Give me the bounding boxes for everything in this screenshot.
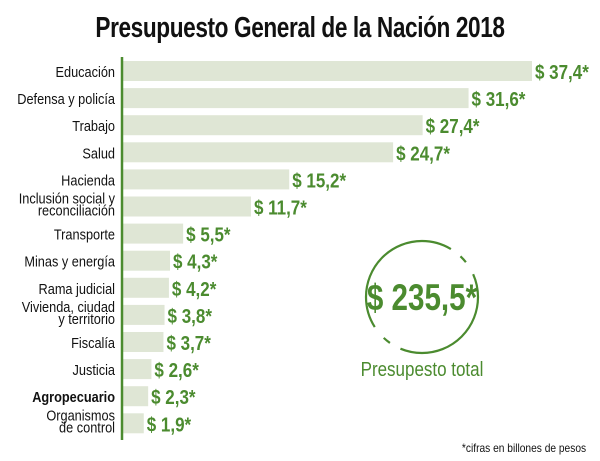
bar (123, 61, 532, 81)
value-label: $ 5,5* (186, 223, 231, 246)
value-label: $ 24,7* (396, 142, 451, 165)
chart-title: Presupuesto General de la Nación 2018 (95, 12, 505, 44)
value-label: $ 37,4* (535, 61, 590, 84)
bar (123, 277, 169, 298)
bar (123, 223, 184, 244)
value-label: $ 3,8* (168, 305, 213, 328)
category-label: Defensa y policía (17, 90, 115, 107)
bar (123, 413, 144, 434)
bar (123, 386, 149, 407)
category-label: Organismos de control (46, 406, 115, 435)
category-label: Agropecuario (32, 388, 115, 405)
value-label: $ 4,3* (173, 250, 218, 273)
value-label: $ 3,7* (166, 332, 211, 355)
bar (123, 359, 152, 380)
category-label: Salud (82, 144, 115, 161)
bar (123, 332, 164, 352)
category-label: Minas y energía (24, 253, 115, 270)
category-label: Fiscalía (71, 334, 115, 351)
bar (123, 142, 394, 163)
category-label: Vivienda, ciudad y territorio (22, 298, 115, 327)
category-label: Transporte (54, 226, 115, 243)
value-label: $ 1,9* (147, 413, 192, 436)
category-label: Rama judicial (39, 280, 115, 297)
footnote: *cifras en billones de pesos (461, 441, 586, 455)
bar (123, 169, 290, 190)
value-label: $ 4,2* (172, 277, 217, 300)
bar (123, 250, 171, 271)
bar (123, 196, 251, 217)
value-label: $ 2,3* (151, 386, 196, 409)
category-label: Hacienda (61, 171, 115, 188)
value-label: $ 11,7* (254, 196, 308, 219)
bar (123, 88, 469, 109)
total-label: Presupesto total (361, 358, 484, 381)
bar (123, 115, 423, 136)
value-label: $ 31,6* (472, 88, 527, 111)
category-label: Educación (56, 63, 115, 80)
value-label: $ 2,6* (154, 359, 199, 382)
total-circle (364, 239, 480, 355)
value-label: $ 27,4* (426, 115, 481, 138)
category-label: Justicia (73, 361, 116, 378)
category-label: Trabajo (72, 117, 115, 134)
category-label: Inclusión social y reconciliación (19, 189, 115, 218)
bar (123, 304, 165, 325)
total-value: $ 235,5* (367, 278, 477, 319)
value-label: $ 15,2* (292, 169, 347, 192)
